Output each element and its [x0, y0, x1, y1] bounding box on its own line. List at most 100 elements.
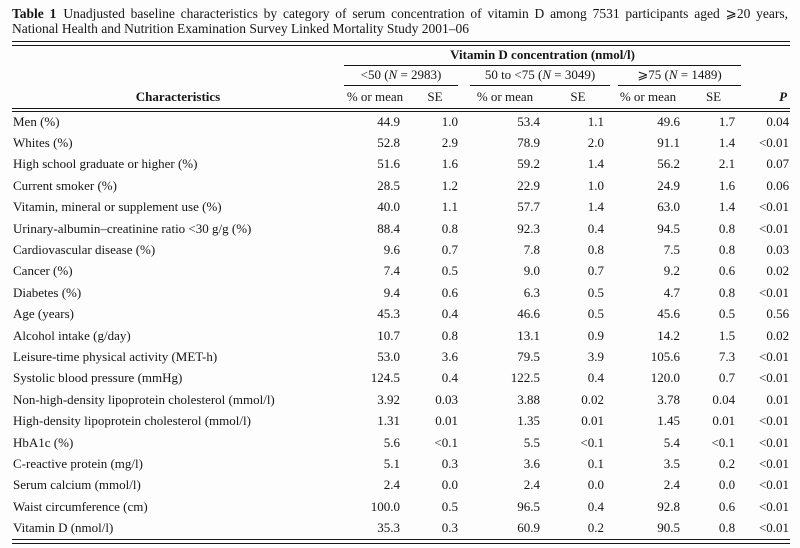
group-3-n: N — [668, 67, 678, 82]
cell-mean-1: 45.3 — [377, 306, 400, 322]
cell-se-2: 3.9 — [587, 348, 604, 364]
group-1-n: N — [388, 67, 398, 82]
cell-se-2: 0.4 — [587, 370, 604, 386]
cell-mean-3: 3.78 — [657, 391, 680, 407]
group-header-row: <50 (N = 2983) 50 to <75 (N = 3049) ⩾75 … — [12, 66, 790, 87]
cell-mean-2: 5.5 — [523, 434, 540, 450]
cell-p: 0.01 — [766, 391, 790, 407]
row-label: Diabetes (%) — [13, 284, 82, 300]
cell-mean-3: 2.4 — [663, 477, 680, 493]
header-rule — [12, 108, 791, 112]
cell-se-2: 2.0 — [587, 135, 604, 151]
table-row: Vitamin D (nmol/l) 35.3 0.3 60.9 0.2 90.… — [12, 517, 790, 538]
cell-se-3: 0.6 — [718, 263, 736, 279]
cell-p: 0.02 — [766, 327, 790, 343]
cell-mean-1: 52.8 — [377, 135, 400, 151]
cell-se-1: <0.1 — [434, 434, 458, 450]
row-label: Urinary-albumin–creatinine ratio <30 g/g… — [13, 220, 252, 236]
row-label: High school graduate or higher (%) — [13, 156, 198, 172]
cell-mean-1: 51.6 — [377, 156, 400, 172]
cell-se-3: 0.8 — [718, 242, 736, 258]
cell-se-2: 0.0 — [587, 477, 604, 493]
cell-mean-3: 45.6 — [657, 306, 680, 322]
cell-p: <0.01 — [758, 284, 790, 300]
cell-se-3: 0.01 — [712, 413, 736, 429]
cell-se-3: 1.4 — [718, 199, 736, 215]
cell-se-3: 1.5 — [718, 327, 736, 343]
cell-mean-2: 79.5 — [517, 348, 540, 364]
table-body: Men (%) 44.9 1.0 53.4 1.1 49.6 1.7 0.04 … — [12, 111, 790, 539]
cell-mean-1: 7.4 — [383, 263, 400, 279]
cell-se-3: 0.8 — [718, 520, 736, 536]
cell-mean-1: 124.5 — [370, 370, 400, 386]
cell-mean-3: 92.8 — [657, 498, 680, 514]
row-label: Serum calcium (mmol/l) — [13, 477, 141, 493]
table-row: Serum calcium (mmol/l) 2.4 0.0 2.4 0.0 2… — [12, 475, 790, 496]
cell-mean-2: 6.3 — [523, 284, 540, 300]
top-rule — [12, 41, 790, 46]
table-row: High school graduate or higher (%) 51.6 … — [12, 154, 790, 175]
cell-se-1: 0.0 — [441, 477, 458, 493]
cell-mean-2: 57.7 — [517, 199, 540, 215]
cell-se-2: 1.0 — [587, 177, 604, 193]
cell-se-2: 0.4 — [587, 220, 604, 236]
group-header-empty-left — [12, 66, 344, 87]
table-row: Vitamin, mineral or supplement use (%) 4… — [12, 197, 790, 218]
table-row: C-reactive protein (mg/l) 5.1 0.3 3.6 0.… — [12, 453, 790, 474]
cell-mean-2: 59.2 — [517, 156, 540, 172]
group-2-n: N — [542, 67, 552, 82]
group-2-range: 50 to <75 ( — [484, 67, 543, 82]
col-header-p: P — [741, 87, 791, 109]
column-header-row: Characteristics % or mean SE % or mean S… — [12, 87, 791, 109]
cell-mean-1: 40.0 — [377, 199, 400, 215]
row-label: Alcohol intake (g/day) — [13, 327, 131, 343]
cell-se-3: 1.6 — [718, 177, 736, 193]
baseline-characteristics-table: Vitamin D concentration (nmol/l) <50 (N … — [12, 46, 791, 539]
cell-mean-2: 78.9 — [517, 135, 540, 151]
cell-p: <0.01 — [758, 434, 790, 450]
cell-se-1: 0.5 — [441, 263, 458, 279]
cell-se-1: 1.1 — [441, 199, 458, 215]
cell-p: <0.01 — [758, 413, 790, 429]
row-label: Whites (%) — [13, 135, 73, 151]
cell-se-1: 0.8 — [441, 327, 458, 343]
cell-mean-3: 14.2 — [657, 327, 680, 343]
cell-mean-2: 22.9 — [517, 177, 540, 193]
cell-p: 0.02 — [766, 263, 790, 279]
table-row: Cancer (%) 7.4 0.5 9.0 0.7 9.2 0.6 0.02 — [12, 261, 790, 282]
cell-se-1: 1.2 — [441, 177, 458, 193]
group-header-empty-right — [741, 66, 790, 87]
cell-mean-1: 88.4 — [377, 220, 400, 236]
cell-mean-1: 9.4 — [383, 284, 400, 300]
table-header: Vitamin D concentration (nmol/l) <50 (N … — [12, 46, 791, 112]
cell-se-3: 0.2 — [718, 455, 736, 471]
col-header-mean-3: % or mean — [610, 87, 686, 109]
cell-p: 0.56 — [766, 306, 790, 322]
cell-se-2: 0.4 — [587, 498, 604, 514]
row-label: Men (%) — [13, 113, 60, 129]
cell-se-1: 0.3 — [441, 455, 458, 471]
cell-p: 0.04 — [766, 113, 790, 129]
group-header-1-label: <50 (N = 2983) — [344, 67, 458, 86]
col-header-characteristics: Characteristics — [12, 87, 344, 109]
cell-se-3: 0.8 — [718, 284, 736, 300]
span-header-empty-left — [12, 46, 344, 66]
cell-se-1: 0.5 — [441, 498, 458, 514]
cell-mean-2: 13.1 — [517, 327, 540, 343]
cell-mean-3: 120.0 — [650, 370, 680, 386]
group-header-1: <50 (N = 2983) — [344, 66, 464, 87]
cell-mean-1: 3.92 — [377, 391, 400, 407]
cell-mean-2: 122.5 — [510, 370, 540, 386]
table-row: Whites (%) 52.8 2.9 78.9 2.0 91.1 1.4 <0… — [12, 132, 790, 153]
cell-p: <0.01 — [758, 520, 790, 536]
cell-se-1: 1.0 — [441, 113, 458, 129]
cell-p: 0.06 — [766, 177, 790, 193]
group-1-count: = 2983) — [397, 67, 442, 82]
cell-se-3: 0.04 — [712, 391, 736, 407]
cell-mean-3: 1.45 — [657, 413, 680, 429]
table-row: HbA1c (%) 5.6 <0.1 5.5 <0.1 5.4 <0.1 <0.… — [12, 432, 790, 453]
cell-se-2: 0.2 — [587, 520, 604, 536]
cell-se-3: 1.7 — [718, 113, 736, 129]
cell-mean-3: 9.2 — [663, 263, 680, 279]
cell-mean-1: 44.9 — [377, 113, 400, 129]
